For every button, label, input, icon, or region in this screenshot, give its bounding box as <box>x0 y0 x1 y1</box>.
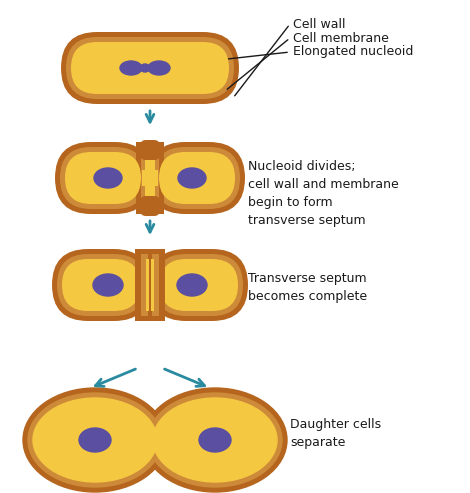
Ellipse shape <box>33 398 157 482</box>
Text: Nucleoid divides;
cell wall and membrane
begin to form
transverse septum: Nucleoid divides; cell wall and membrane… <box>248 160 399 227</box>
FancyBboxPatch shape <box>62 259 140 311</box>
Ellipse shape <box>93 274 123 296</box>
FancyBboxPatch shape <box>57 254 145 316</box>
Ellipse shape <box>28 393 162 487</box>
Text: Elongated nucleoid: Elongated nucleoid <box>293 45 414 59</box>
Bar <box>136 142 164 214</box>
Ellipse shape <box>177 274 207 296</box>
Bar <box>152 254 159 316</box>
FancyBboxPatch shape <box>66 37 234 99</box>
FancyBboxPatch shape <box>159 152 235 204</box>
Ellipse shape <box>148 61 170 75</box>
FancyBboxPatch shape <box>65 152 141 204</box>
Bar <box>160 249 165 321</box>
FancyBboxPatch shape <box>149 142 245 214</box>
Bar <box>146 259 149 311</box>
Ellipse shape <box>94 168 122 188</box>
FancyBboxPatch shape <box>150 249 248 321</box>
FancyBboxPatch shape <box>61 32 239 104</box>
FancyBboxPatch shape <box>140 196 160 216</box>
Text: Transverse septum
becomes complete: Transverse septum becomes complete <box>248 272 367 303</box>
Bar <box>145 152 155 204</box>
Bar <box>142 170 158 186</box>
FancyBboxPatch shape <box>154 147 240 209</box>
Bar <box>141 147 159 209</box>
Bar <box>135 249 140 321</box>
Ellipse shape <box>148 393 282 487</box>
Bar <box>141 254 148 316</box>
FancyBboxPatch shape <box>140 140 160 160</box>
Bar <box>151 259 154 311</box>
Bar <box>140 249 160 321</box>
Ellipse shape <box>23 388 167 492</box>
Text: Daughter cells
separate: Daughter cells separate <box>290 418 381 449</box>
FancyBboxPatch shape <box>160 259 238 311</box>
FancyBboxPatch shape <box>55 142 151 214</box>
Text: Cell wall: Cell wall <box>293 17 345 31</box>
Ellipse shape <box>140 64 150 72</box>
FancyBboxPatch shape <box>71 42 229 94</box>
Ellipse shape <box>199 428 231 452</box>
Text: Cell membrane: Cell membrane <box>293 32 389 44</box>
Ellipse shape <box>79 428 111 452</box>
FancyBboxPatch shape <box>155 254 243 316</box>
Ellipse shape <box>143 388 287 492</box>
Ellipse shape <box>178 168 206 188</box>
Ellipse shape <box>120 61 142 75</box>
Ellipse shape <box>153 398 277 482</box>
FancyBboxPatch shape <box>52 249 150 321</box>
FancyBboxPatch shape <box>60 147 146 209</box>
